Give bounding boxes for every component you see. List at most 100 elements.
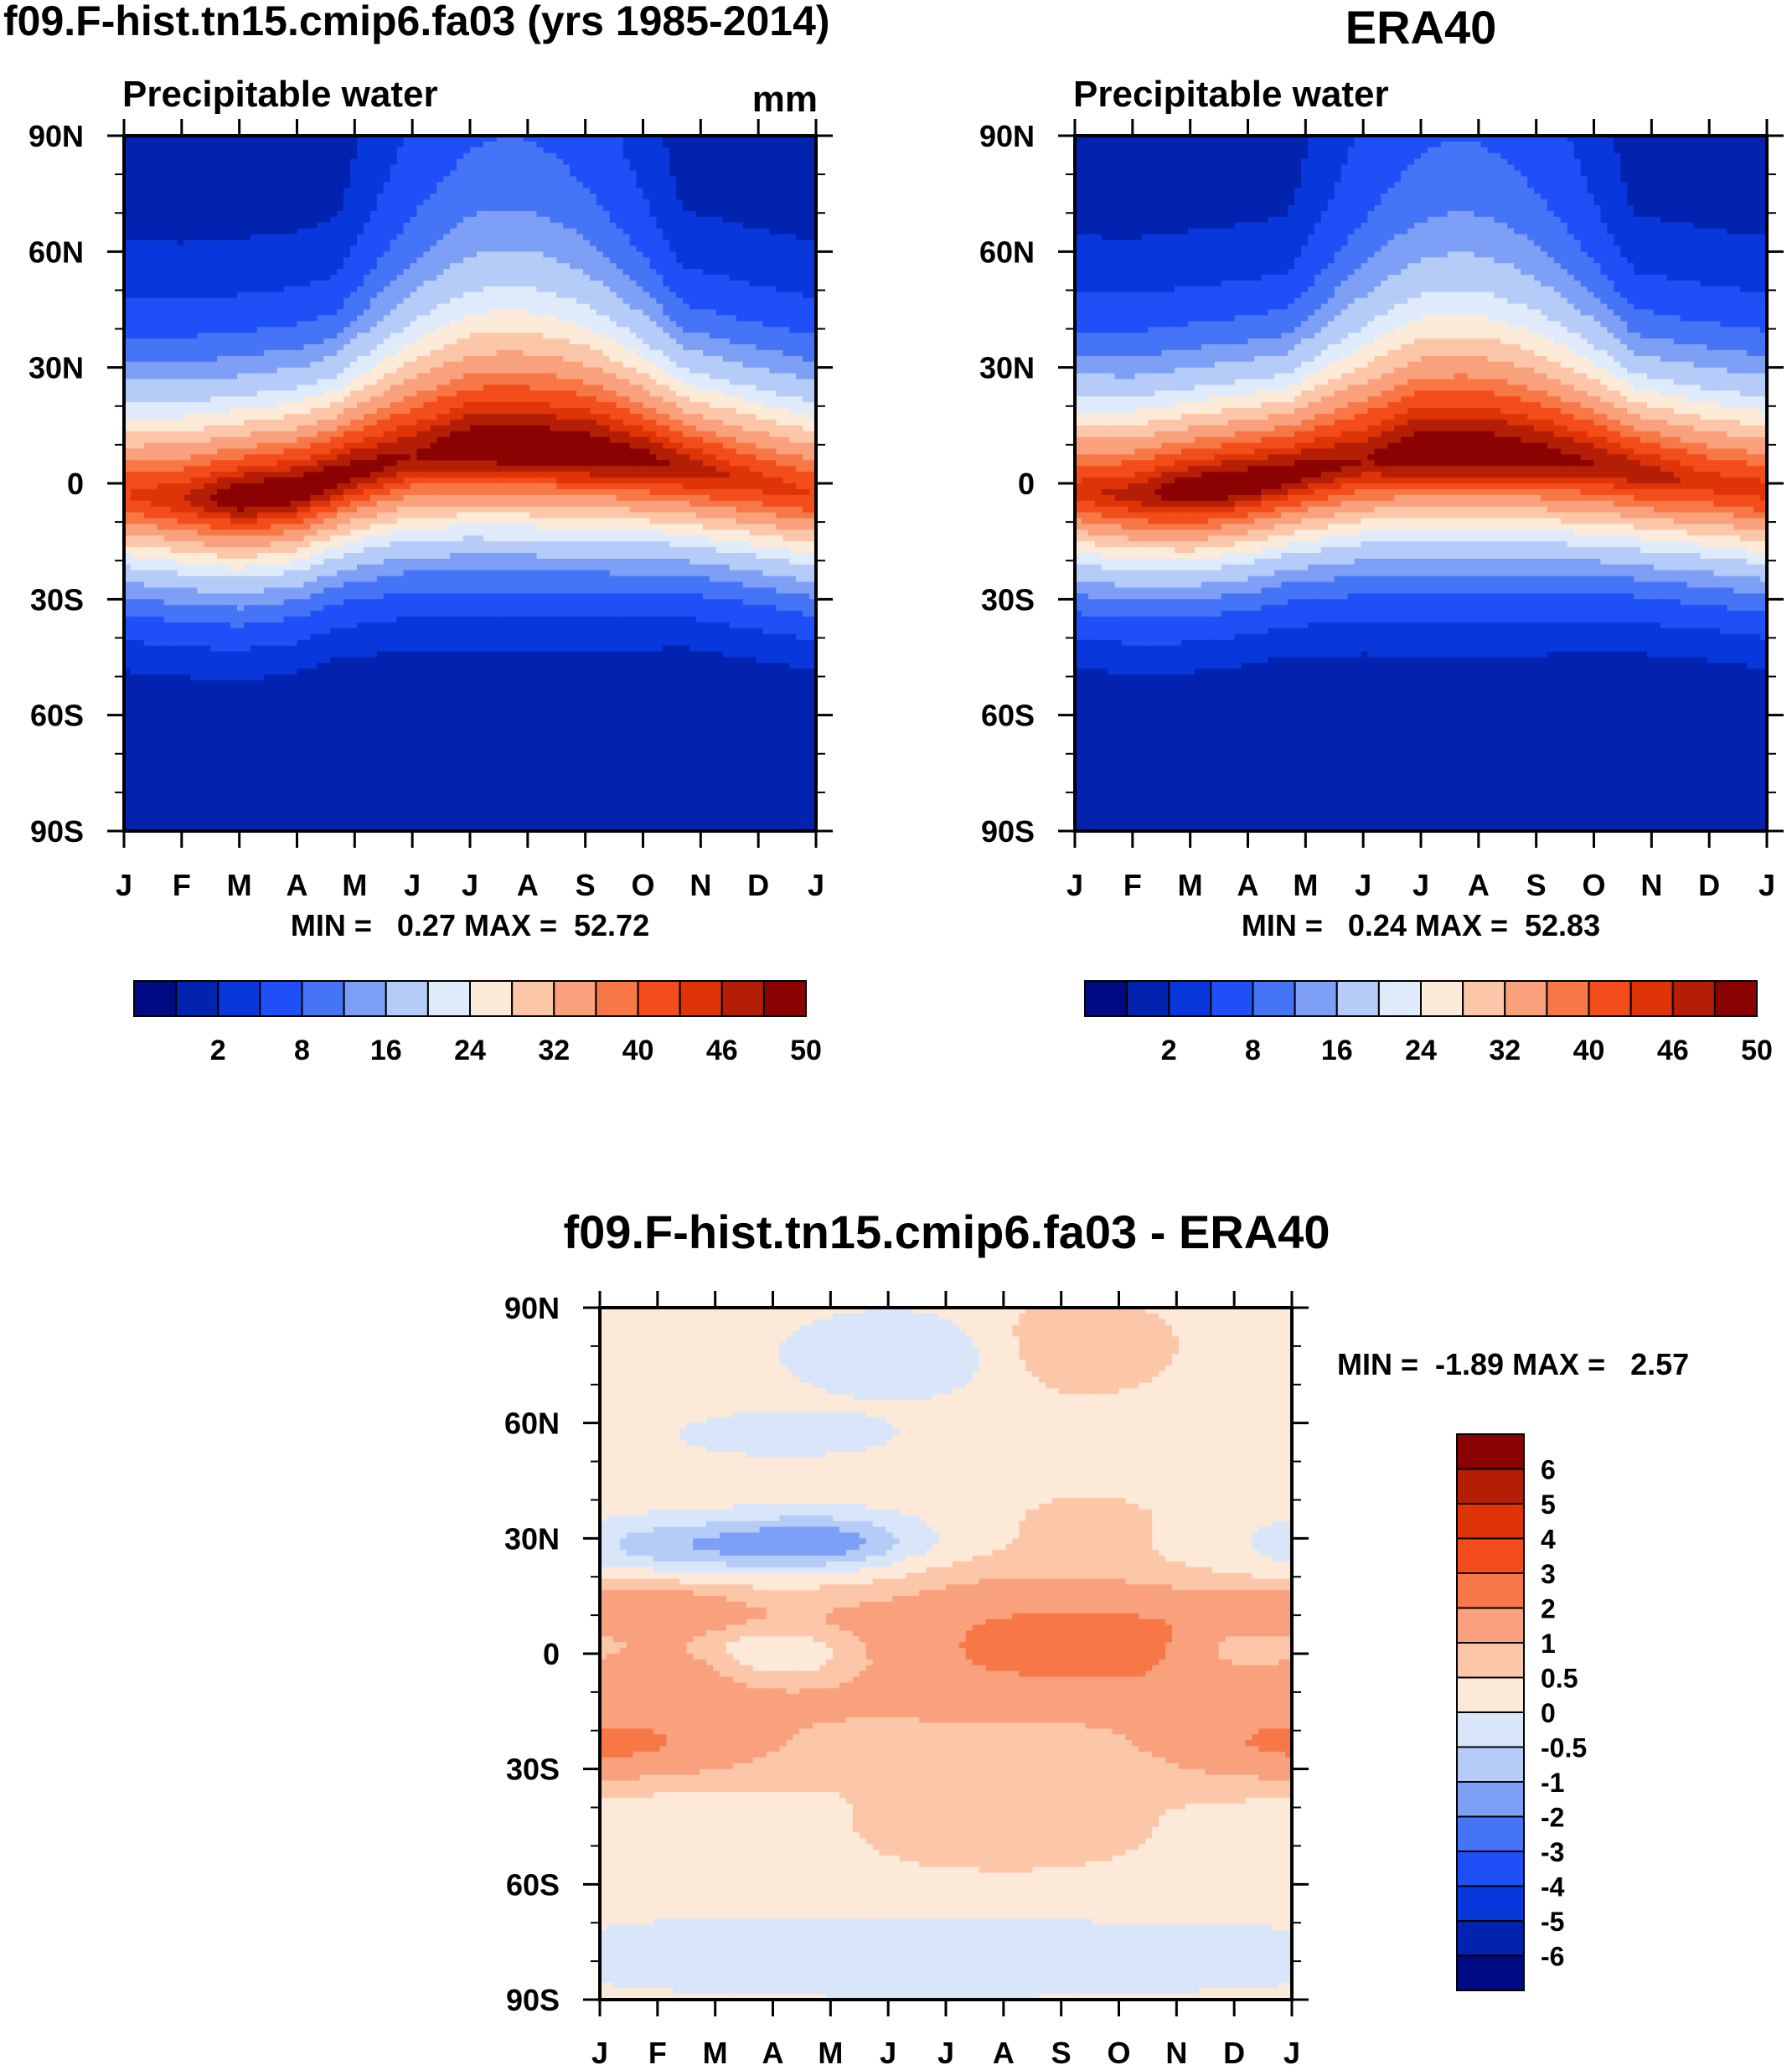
model-cell <box>310 344 318 351</box>
model-cell <box>676 355 684 363</box>
model-cell <box>270 205 278 212</box>
model-cell <box>576 164 584 172</box>
model-cell <box>516 373 524 380</box>
model-cell <box>736 396 744 403</box>
model-cell <box>722 164 731 172</box>
model-cell <box>150 321 158 328</box>
model-cell <box>722 280 731 287</box>
model-cell <box>589 367 597 374</box>
model-cell <box>656 373 664 380</box>
model-cell <box>396 263 405 270</box>
model-cell <box>150 367 158 374</box>
model-cell <box>330 170 338 178</box>
model-cell <box>589 164 597 172</box>
model-cell <box>689 344 697 351</box>
model-cell <box>383 222 391 230</box>
model-cell <box>430 292 437 299</box>
model-cell <box>410 263 418 270</box>
model-cell <box>416 355 424 363</box>
model-cell <box>124 275 132 281</box>
model-cell <box>570 152 577 160</box>
model-cell <box>170 251 178 258</box>
model-cell <box>683 245 690 252</box>
model-cell <box>230 344 238 351</box>
model-cell <box>403 396 411 403</box>
model-cell <box>310 194 318 200</box>
model-cell <box>543 292 550 299</box>
model-cell <box>803 210 810 218</box>
model-cell <box>736 408 744 415</box>
model-cell <box>423 251 431 258</box>
model-cell <box>776 402 783 409</box>
model-cell <box>157 292 165 299</box>
model-cell <box>696 158 704 166</box>
model-cell <box>443 379 451 386</box>
model-cell <box>803 297 810 305</box>
model-cell <box>270 286 278 293</box>
model-cell <box>676 199 684 206</box>
model-cell <box>270 309 278 317</box>
model-cell <box>303 263 311 270</box>
model-cell <box>290 355 298 363</box>
model-cell <box>443 141 451 148</box>
model-cell <box>323 373 331 380</box>
model-cell <box>337 297 344 305</box>
model-cell <box>489 303 498 311</box>
model-cell <box>596 379 604 386</box>
model-cell <box>683 280 690 287</box>
model-cell <box>337 263 344 270</box>
model-cell <box>729 228 737 235</box>
model-cell <box>689 147 697 154</box>
model-cell <box>796 361 803 369</box>
model-cell <box>563 269 571 276</box>
model-cell <box>543 333 550 339</box>
model-cell <box>390 176 398 183</box>
model-cell <box>170 327 178 333</box>
model-cell <box>190 210 198 218</box>
model-cell <box>457 309 464 317</box>
model-cell <box>183 396 192 403</box>
model-cell <box>749 303 757 311</box>
model-cell <box>796 205 803 212</box>
model-cell <box>722 158 731 166</box>
model-cell <box>643 170 651 178</box>
model-cell <box>263 344 271 351</box>
model-cell <box>157 297 165 305</box>
model-cell <box>263 297 271 305</box>
model-cell <box>124 355 132 363</box>
model-cell <box>190 147 198 154</box>
model-cell <box>649 303 657 311</box>
model-cell <box>736 321 744 328</box>
model-cell <box>669 373 677 380</box>
model-cell <box>323 280 331 287</box>
model-cell <box>702 286 710 293</box>
model-cell <box>669 141 677 148</box>
model-cell <box>589 269 597 276</box>
model-cell <box>423 292 431 299</box>
model-cell <box>396 385 405 391</box>
model-cell <box>796 355 803 363</box>
model-cell <box>629 333 638 339</box>
model-cell <box>183 309 192 317</box>
model-cell <box>396 240 405 247</box>
model-cell <box>702 327 710 333</box>
model-cell <box>576 263 584 270</box>
model-cell <box>523 321 531 328</box>
model-cell <box>283 263 292 270</box>
model-cell <box>337 205 344 212</box>
model-cell <box>629 373 638 380</box>
model-cell <box>310 373 318 380</box>
model-cell <box>150 240 158 247</box>
model-cell <box>463 216 471 224</box>
model-cell <box>636 269 644 276</box>
model-cell <box>190 355 198 363</box>
model-cell <box>230 275 238 281</box>
model-cell <box>283 257 292 264</box>
model-cell <box>436 361 444 369</box>
model-cell <box>396 309 405 317</box>
model-cell <box>529 355 538 363</box>
model-cell <box>736 257 744 264</box>
model-cell <box>762 361 770 369</box>
model-cell <box>323 147 331 154</box>
model-cell <box>343 309 351 317</box>
